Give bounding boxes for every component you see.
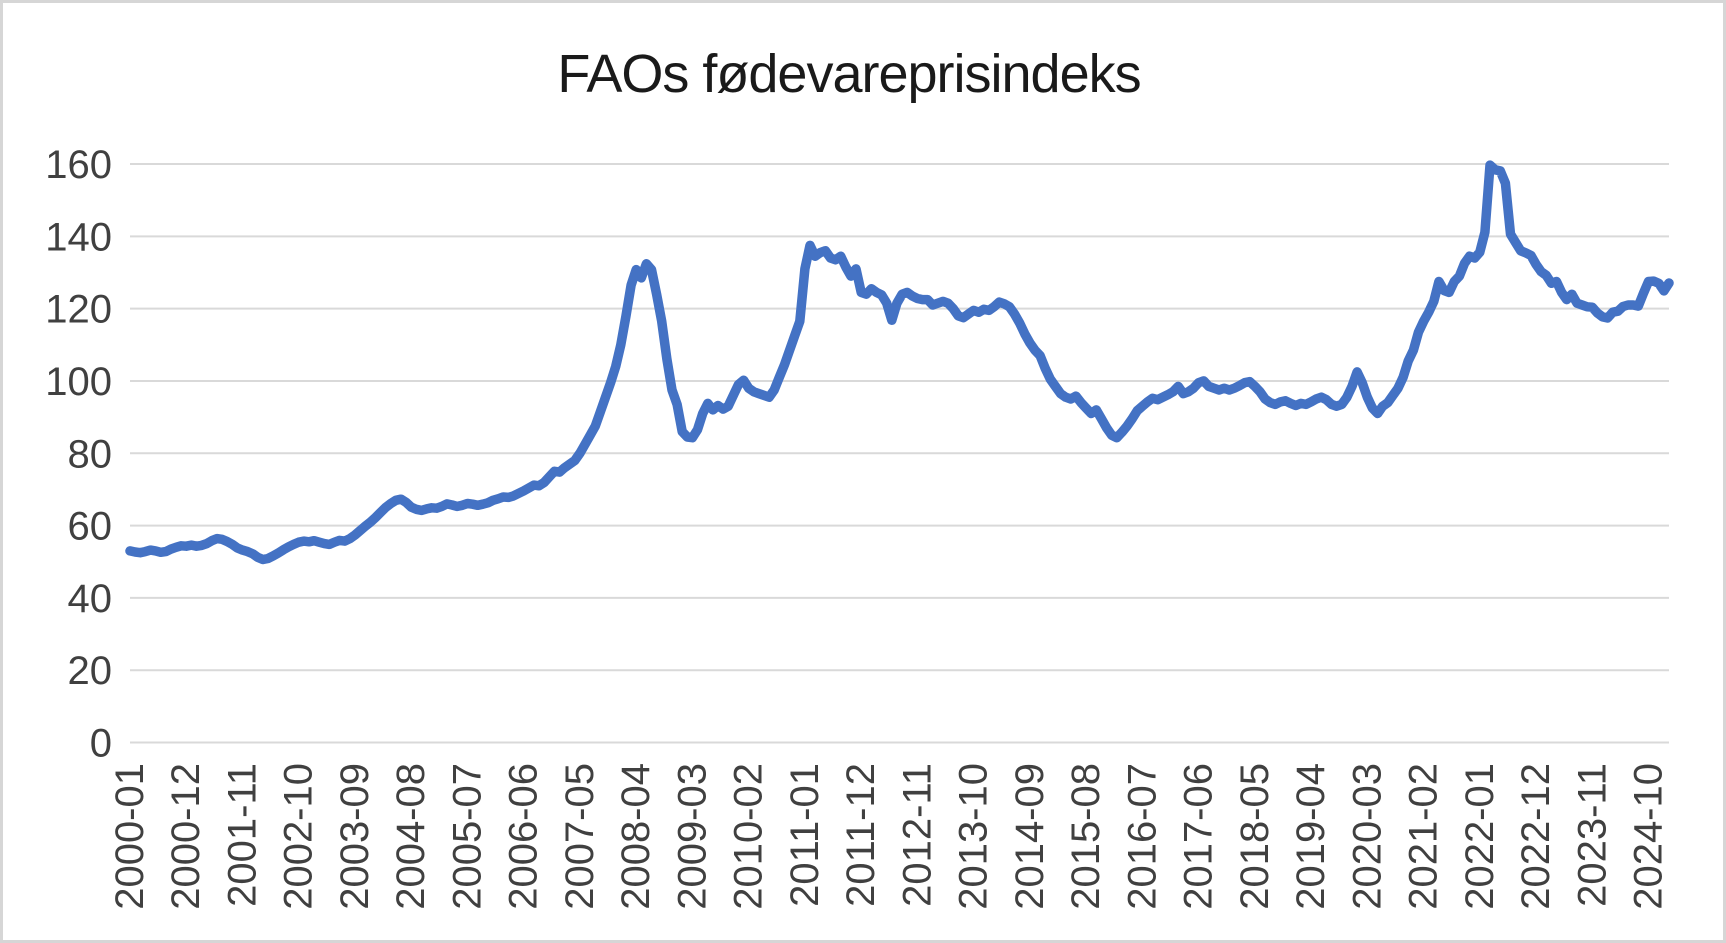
chart-svg: FAOs fødevareprisindeks 0 20 40 60 80 100 120 1… — [45, 44, 1674, 910]
x-tick-label: 2011-01 — [783, 763, 827, 907]
x-tick-label: 2000-01 — [108, 763, 152, 910]
chart-title: FAOs fødevareprisindeks — [557, 44, 1140, 104]
x-tick-label: 2016-07 — [1120, 763, 1164, 910]
x-tick-label: 2020-03 — [1345, 763, 1389, 910]
x-tick-label: 2021-02 — [1402, 763, 1446, 910]
x-tick-label: 2017-06 — [1177, 763, 1221, 910]
x-tick-label: 2023-11 — [1570, 763, 1614, 907]
x-tick-label: 2011-12 — [839, 763, 883, 907]
x-tick-label: 2009-03 — [670, 763, 714, 910]
y-tick-label: 20 — [68, 649, 113, 693]
x-tick-label: 2008-04 — [614, 763, 658, 910]
x-tick-label: 2022-01 — [1458, 763, 1502, 910]
x-tick-label: 2007-05 — [558, 763, 602, 910]
x-tick-label: 2013-10 — [952, 763, 996, 910]
x-tick-label: 2005-07 — [445, 763, 489, 910]
x-tick-label: 2019-04 — [1289, 763, 1333, 910]
y-tick-label: 140 — [45, 215, 112, 259]
y-tick-label: 100 — [45, 360, 112, 404]
x-tick-label: 2022-12 — [1514, 763, 1558, 910]
gridlines — [130, 163, 1669, 672]
x-tick-label: 2001-11 — [220, 763, 264, 907]
x-tick-label: 2012-11 — [895, 763, 939, 907]
x-tick-label: 2000-12 — [164, 763, 208, 910]
x-tick-label: 2003-09 — [333, 763, 377, 910]
series-line — [125, 160, 1674, 565]
x-tick-label: 2006-06 — [502, 763, 546, 910]
y-tick-label: 120 — [45, 288, 112, 332]
y-tick-label: 40 — [68, 577, 113, 621]
x-tick-label: 2015-08 — [1064, 763, 1108, 910]
x-tick-label: 2024-10 — [1627, 763, 1671, 910]
x-tick-label: 2002-10 — [277, 763, 321, 910]
y-axis-labels: 0 20 40 60 80 100 120 140 160 — [45, 143, 112, 766]
x-tick-label: 2014-09 — [1008, 763, 1052, 910]
x-tick-label: 2004-08 — [389, 763, 433, 910]
x-tick-label: 2010-02 — [727, 763, 771, 910]
y-tick-label: 0 — [90, 722, 112, 766]
y-tick-label: 60 — [68, 505, 113, 549]
y-tick-label: 160 — [45, 143, 112, 187]
y-tick-label: 80 — [68, 432, 113, 476]
x-axis-labels: 2000-01 2000-12 2001-11 2002-10 2003-09 2004-… — [108, 763, 1671, 910]
x-tick-label: 2018-05 — [1233, 763, 1277, 910]
